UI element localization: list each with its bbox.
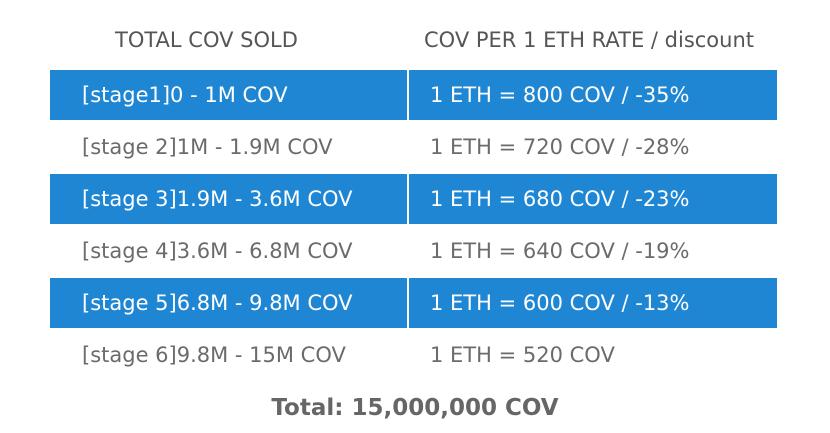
table-row: [stage 5]6.8M - 9.8M COV 1 ETH = 600 COV…: [50, 278, 777, 328]
stage-cell: [stage1]0 - 1M COV: [50, 70, 407, 120]
total-cov-label: Total: 15,000,000 COV: [271, 395, 559, 421]
table-row: [stage 4]3.6M - 6.8M COV 1 ETH = 640 COV…: [50, 226, 777, 276]
stage-cell: [stage 2]1M - 1.9M COV: [50, 122, 407, 172]
rate-cell: 1 ETH = 680 COV / -23%: [409, 174, 777, 224]
stage-cell: [stage 4]3.6M - 6.8M COV: [50, 226, 407, 276]
rate-cell: 1 ETH = 600 COV / -13%: [409, 278, 777, 328]
stage-cell: [stage 3]1.9M - 3.6M COV: [50, 174, 407, 224]
stage-cell: [stage 5]6.8M - 9.8M COV: [50, 278, 407, 328]
table-row: [stage 2]1M - 1.9M COV 1 ETH = 720 COV /…: [50, 122, 777, 172]
rate-cell: 1 ETH = 800 COV / -35%: [409, 70, 777, 120]
header-total-cov-sold: TOTAL COV SOLD: [115, 28, 298, 52]
rate-cell: 1 ETH = 720 COV / -28%: [409, 122, 777, 172]
table-row: [stage 6]9.8M - 15M COV 1 ETH = 520 COV: [50, 330, 777, 380]
table-header: TOTAL COV SOLD COV PER 1 ETH RATE / disc…: [0, 22, 830, 58]
stage-cell: [stage 6]9.8M - 15M COV: [50, 330, 407, 380]
rate-cell: 1 ETH = 640 COV / -19%: [409, 226, 777, 276]
header-cov-per-eth-rate: COV PER 1 ETH RATE / discount: [424, 28, 755, 52]
rate-cell: 1 ETH = 520 COV: [409, 330, 777, 380]
table-row: [stage1]0 - 1M COV 1 ETH = 800 COV / -35…: [50, 70, 777, 120]
sale-stages-table: [stage1]0 - 1M COV 1 ETH = 800 COV / -35…: [50, 70, 777, 382]
table-row: [stage 3]1.9M - 3.6M COV 1 ETH = 680 COV…: [50, 174, 777, 224]
